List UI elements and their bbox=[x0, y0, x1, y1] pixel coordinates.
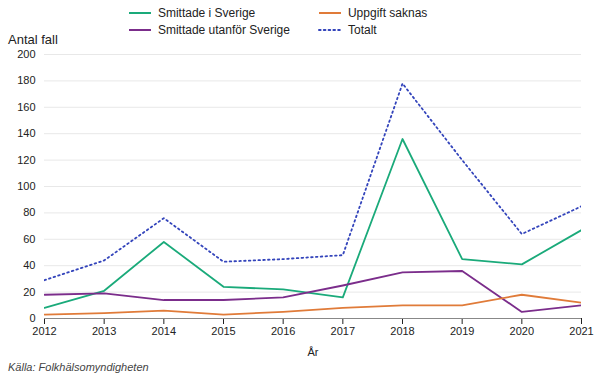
svg-text:120: 120 bbox=[17, 154, 35, 166]
svg-text:2015: 2015 bbox=[211, 325, 235, 337]
svg-text:180: 180 bbox=[17, 74, 35, 86]
svg-text:200: 200 bbox=[17, 48, 35, 60]
html-text:Smittade utanför Sverige: Smittade utanför Sverige bbox=[157, 23, 290, 37]
svg-text:2014: 2014 bbox=[152, 325, 176, 337]
svg-text:60: 60 bbox=[23, 233, 35, 245]
svg-text:40: 40 bbox=[23, 259, 35, 271]
svg-text:20: 20 bbox=[23, 286, 35, 298]
svg-text:160: 160 bbox=[17, 101, 35, 113]
svg-text:140: 140 bbox=[17, 127, 35, 139]
svg-text:80: 80 bbox=[23, 206, 35, 218]
html-text:Smittade i Sverige: Smittade i Sverige bbox=[157, 6, 256, 20]
svg-text:2012: 2012 bbox=[32, 325, 56, 337]
svg-text:2016: 2016 bbox=[271, 325, 295, 337]
svg-text:2017: 2017 bbox=[331, 325, 355, 337]
svg-text:2013: 2013 bbox=[92, 325, 116, 337]
svg-text:2019: 2019 bbox=[450, 325, 474, 337]
svg-text:2018: 2018 bbox=[390, 325, 414, 337]
svg-text:100: 100 bbox=[17, 180, 35, 192]
svg-text:År: År bbox=[308, 346, 319, 358]
svg-text:0: 0 bbox=[29, 312, 35, 324]
svg-text:2020: 2020 bbox=[510, 325, 534, 337]
html-text:Uppgift saknas: Uppgift saknas bbox=[348, 6, 428, 20]
html-text:Totalt: Totalt bbox=[348, 23, 377, 37]
svg-text:2021: 2021 bbox=[569, 325, 593, 337]
html-text:Antal fall: Antal fall bbox=[8, 32, 58, 47]
html-text:Källa: Folkhälsomyndigheten: Källa: Folkhälsomyndigheten bbox=[8, 361, 149, 373]
